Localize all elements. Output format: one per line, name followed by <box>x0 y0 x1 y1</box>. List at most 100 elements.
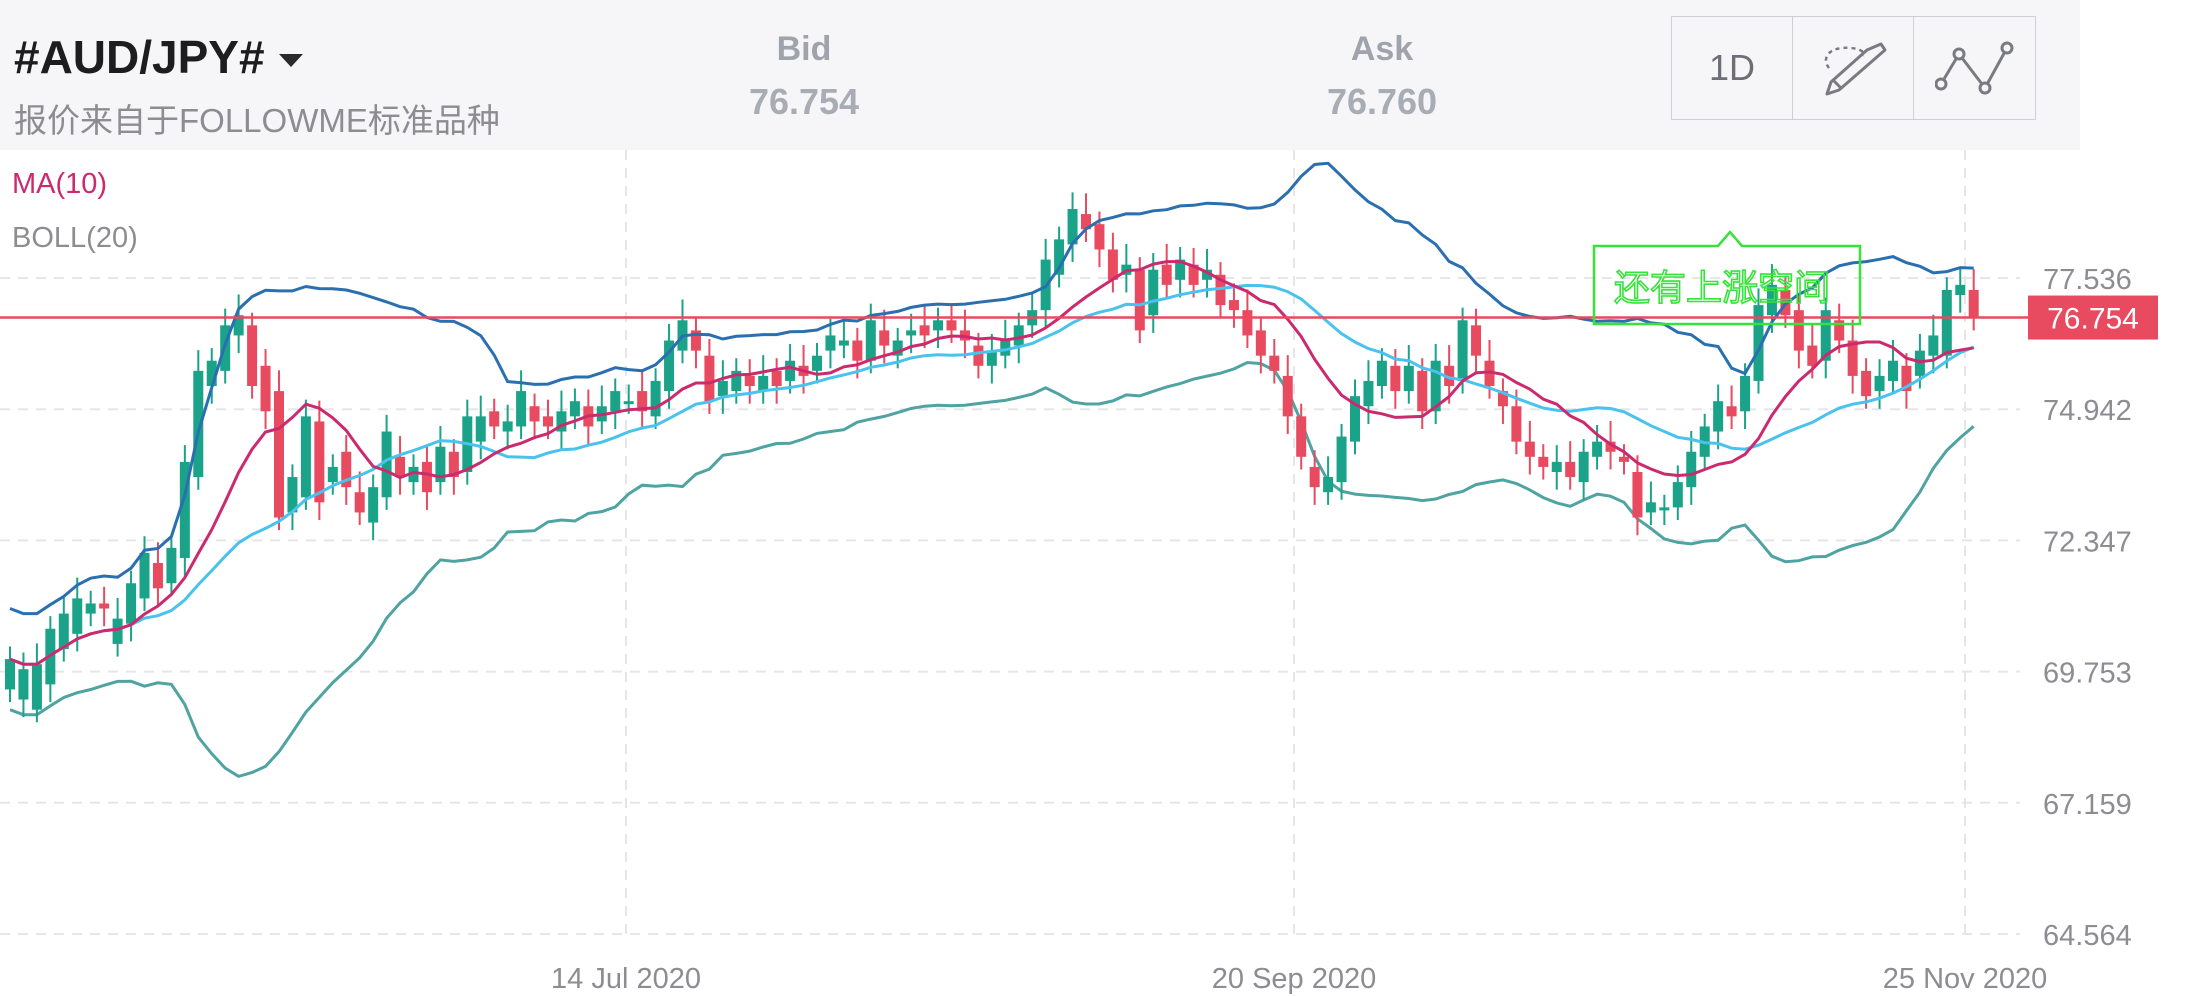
candle <box>1968 269 1979 331</box>
candle <box>677 299 688 364</box>
candle <box>1081 193 1091 242</box>
x-tick-label: 20 Sep 2020 <box>1212 963 1376 995</box>
y-tick-label: 74.942 <box>2043 395 2132 427</box>
candle <box>516 370 527 440</box>
candle <box>260 349 271 430</box>
candle <box>1793 293 1804 369</box>
y-tick-label: 77.536 <box>2043 264 2132 296</box>
candle <box>489 398 500 440</box>
candle <box>596 385 607 435</box>
candle <box>354 471 365 526</box>
candle <box>1027 293 1038 338</box>
candle <box>314 400 325 521</box>
candle <box>1161 243 1172 298</box>
header-spacer <box>2080 0 2208 150</box>
candle <box>1309 450 1320 505</box>
candle <box>247 312 258 399</box>
draw-tool-button[interactable] <box>1793 17 1914 119</box>
price-chart[interactable]: 77.536 74.942 72.347 69.753 67.159 64.564 14 J… <box>0 150 2208 996</box>
y-tick-label: 64.564 <box>2043 920 2132 952</box>
boll-lower-band <box>9 360 1975 779</box>
axis-ticks: 77.536 74.942 72.347 69.753 67.159 64.564 14 J… <box>551 264 2132 995</box>
candle <box>1269 338 1280 384</box>
candle <box>31 643 42 723</box>
candle <box>85 590 96 627</box>
candle <box>1753 288 1764 394</box>
y-tick-label: 69.753 <box>2043 658 2132 690</box>
candle <box>529 393 540 440</box>
candle <box>1376 348 1387 399</box>
candle <box>1363 360 1374 424</box>
symbol-selector[interactable]: #AUD/JPY# <box>14 30 303 84</box>
candle <box>448 439 459 495</box>
candle <box>1148 253 1159 333</box>
candle <box>933 307 944 349</box>
boll-upper-line <box>9 161 1974 616</box>
ask-value: 76.760 <box>1326 81 1438 122</box>
candle <box>1820 297 1831 379</box>
candle <box>919 304 930 349</box>
annotation-text: 还有上涨空间 <box>1614 268 1830 309</box>
candle <box>152 542 163 606</box>
candle <box>1282 355 1293 435</box>
candle <box>1255 317 1266 374</box>
symbol-name: #AUD/JPY# <box>14 31 265 83</box>
candle <box>475 395 486 460</box>
candle <box>233 294 244 354</box>
candle <box>1874 359 1885 409</box>
candle <box>193 350 204 490</box>
candle <box>556 390 567 450</box>
candle <box>1928 314 1939 374</box>
candle <box>771 358 782 404</box>
candle <box>1645 481 1656 526</box>
candle <box>1188 247 1199 298</box>
polyline-icon <box>1934 41 2013 95</box>
candle <box>341 435 352 505</box>
candle <box>395 436 406 495</box>
candle <box>1471 308 1482 374</box>
candle <box>1565 441 1576 490</box>
boll-mid-line <box>9 283 1975 666</box>
candle <box>1592 424 1603 470</box>
candle <box>1444 345 1455 404</box>
candle <box>690 317 701 369</box>
boll-indicator-label: BOLL(20) <box>12 222 138 254</box>
candle <box>300 399 311 510</box>
candle <box>1067 192 1078 263</box>
current-price-marker: 76.754 <box>0 295 2158 340</box>
candle <box>986 333 997 384</box>
bid-value: 76.754 <box>748 81 860 122</box>
boll-lower-line <box>9 360 1975 779</box>
candle <box>381 414 392 510</box>
y-tick-label: 67.159 <box>2043 789 2132 821</box>
chart-toolbar: 1D <box>1671 16 2036 120</box>
chevron-down-icon <box>278 53 303 67</box>
candle <box>99 586 110 627</box>
candle <box>664 323 675 409</box>
candle <box>1619 444 1629 475</box>
candle <box>274 370 284 531</box>
candle <box>1296 403 1307 470</box>
candle <box>1538 444 1549 480</box>
quote-header: #AUD/JPY# 报价来自于FOLLOWME标准品种 Bid 76.754 A… <box>0 0 2080 150</box>
candle <box>1578 439 1589 500</box>
candle <box>421 445 432 510</box>
candle <box>1955 268 1966 313</box>
candle <box>1834 303 1845 354</box>
candle <box>139 536 150 612</box>
annotation-box[interactable]: 还有上涨空间 <box>1592 230 1862 326</box>
candle <box>744 359 755 404</box>
pencil-lasso-icon <box>1824 42 1887 96</box>
candle <box>58 596 69 662</box>
ask-label: Ask <box>1350 30 1414 68</box>
candle <box>717 360 728 414</box>
candle <box>1497 378 1508 424</box>
candle <box>1659 494 1670 526</box>
candle <box>5 646 15 703</box>
timeframe-button[interactable]: 1D <box>1672 17 1793 119</box>
indicator-button[interactable] <box>1914 17 2035 119</box>
indicator-lines <box>9 161 1975 666</box>
candle <box>1054 226 1065 288</box>
x-tick-label: 25 Nov 2020 <box>1883 963 2047 995</box>
candle <box>206 348 217 404</box>
